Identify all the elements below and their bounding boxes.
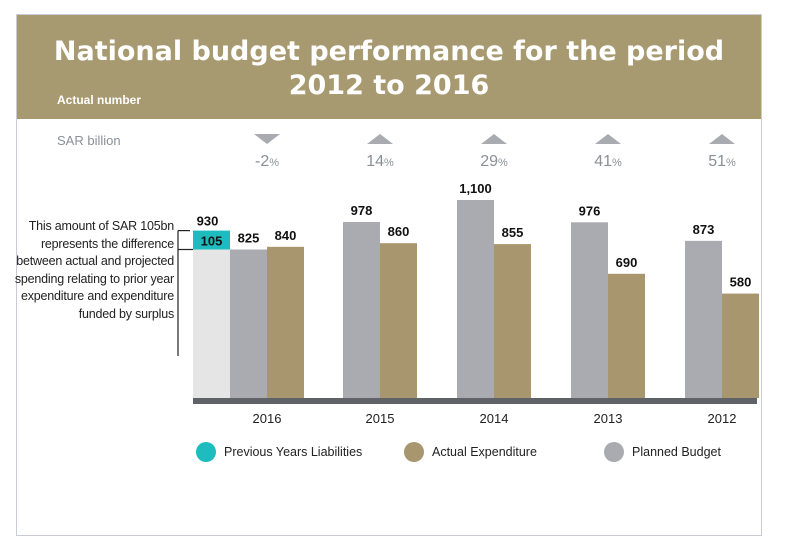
value-label-planned-2016: 825 <box>238 231 260 246</box>
value-label-actual-2012: 580 <box>730 275 752 290</box>
change-arrow-up-2014 <box>481 134 507 144</box>
change-value-2013: 41 <box>594 153 612 170</box>
value-label-planned-2012: 873 <box>693 222 715 237</box>
chart-subtitle: Actual number <box>57 93 142 107</box>
value-label-liabilities-2016: 105 <box>201 234 223 249</box>
unit-label: SAR billion <box>57 133 121 148</box>
liabilities-note: This amount of SAR 105bn represents the … <box>14 219 174 321</box>
value-label-actual-2016: 840 <box>275 228 297 243</box>
category-label-2015: 2015 <box>366 411 395 426</box>
change-arrow-up-2015 <box>367 134 393 144</box>
change-label-2013: 41% <box>594 153 622 170</box>
legend-item-liabilities: Previous Years Liabilities <box>196 442 362 462</box>
value-label-total-2016: 930 <box>197 214 219 229</box>
change-unit-2015: % <box>384 157 394 169</box>
value-label-planned-2014: 1,100 <box>459 181 492 196</box>
legend-label-planned: Planned Budget <box>632 445 721 459</box>
chart-title-line-2: 2012 to 2016 <box>288 70 490 101</box>
bar-actual-2012 <box>722 293 759 398</box>
bar-actual-2015 <box>380 243 417 398</box>
bar-actual-2014 <box>494 244 531 398</box>
bar-planned-2012 <box>685 240 722 398</box>
bar-planned-2016 <box>230 249 267 398</box>
change-value-2012: 51 <box>708 153 726 170</box>
change-label-2012: 51% <box>708 153 736 170</box>
bar-actual-2013 <box>608 273 645 398</box>
category-label-2012: 2012 <box>708 411 737 426</box>
category-label-2014: 2014 <box>480 411 509 426</box>
category-label-2016: 2016 <box>253 411 282 426</box>
bar-2016-previous-liabilities <box>193 230 230 250</box>
value-label-planned-2015: 978 <box>351 203 373 218</box>
legend-swatch-planned <box>604 442 624 462</box>
value-label-planned-2013: 976 <box>579 203 601 218</box>
change-arrow-down-2016 <box>254 134 280 144</box>
legend-label-actual: Actual Expenditure <box>432 445 537 459</box>
change-value-2016: -2 <box>255 153 269 170</box>
legend-label-liabilities: Previous Years Liabilities <box>224 445 363 459</box>
change-arrow-up-2013 <box>595 134 621 144</box>
change-label-2016: -2% <box>255 153 279 170</box>
change-label-2014: 29% <box>480 153 508 170</box>
legend-swatch-liabilities <box>196 442 216 462</box>
change-unit-2014: % <box>498 157 508 169</box>
legend-item-planned: Planned Budget <box>604 442 721 462</box>
change-unit-2012: % <box>726 157 736 169</box>
category-label-2013: 2013 <box>594 411 623 426</box>
bar-planned-2013 <box>571 222 608 398</box>
chart-baseline <box>193 398 757 404</box>
bar-planned-2014 <box>457 200 494 398</box>
bar-actual-2016 <box>267 246 304 398</box>
change-arrow-up-2012 <box>709 134 735 144</box>
change-value-2015: 14 <box>366 153 384 170</box>
value-label-actual-2013: 690 <box>616 255 638 270</box>
chart-title-line-1: National budget performance for the peri… <box>53 36 725 67</box>
value-label-actual-2014: 855 <box>502 225 524 240</box>
bar-planned-2015 <box>343 221 380 398</box>
header-banner: National budget performance for the peri… <box>17 15 761 119</box>
value-label-actual-2015: 860 <box>388 224 410 239</box>
change-unit-2013: % <box>612 157 622 169</box>
change-value-2014: 29 <box>480 153 498 170</box>
chart-title: National budget performance for the peri… <box>17 35 761 103</box>
legend-swatch-actual <box>404 442 424 462</box>
change-unit-2016: % <box>269 157 279 169</box>
bar-2016-total-background <box>193 230 230 398</box>
change-label-2015: 14% <box>366 153 394 170</box>
legend-item-actual: Actual Expenditure <box>404 442 537 462</box>
